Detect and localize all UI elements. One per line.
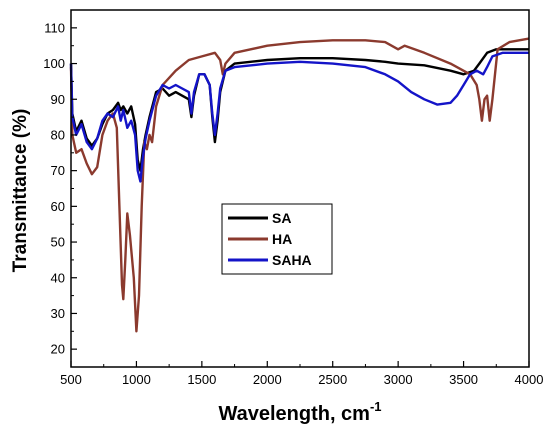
legend-label-ha: HA — [272, 231, 292, 247]
series-line-ha — [69, 37, 530, 333]
x-tick-label: 1000 — [122, 372, 151, 387]
y-axis: 20 30 40 50 60 70 80 90 100 110 — [43, 9, 77, 368]
series-lines — [69, 37, 530, 333]
x-tick-label: 2500 — [318, 372, 347, 387]
y-tick-label: 80 — [51, 127, 65, 142]
y-tick-label: 70 — [51, 163, 65, 178]
x-axis-title: Wavelength, cm-1 — [218, 399, 381, 425]
legend-label-saha: SAHA — [272, 252, 312, 268]
y-tick-label: 50 — [51, 235, 65, 250]
x-tick-label: 3000 — [384, 372, 413, 387]
y-tick-label: 90 — [51, 92, 65, 107]
y-tick-label: 110 — [44, 20, 65, 35]
y-axis-title: Transmittance (%) — [10, 109, 31, 273]
x-tick-label: 2000 — [253, 372, 282, 387]
x-tick-label: 3500 — [449, 372, 478, 387]
plot-frame — [70, 9, 530, 368]
x-tick-label: 500 — [60, 372, 82, 387]
legend-label-sa: SA — [272, 210, 291, 226]
y-tick-label: 40 — [51, 270, 65, 285]
x-tick-label: 4000 — [515, 372, 544, 387]
y-tick-label: 100 — [43, 56, 65, 71]
x-axis-title-superscript: -1 — [370, 399, 382, 414]
series-line-saha — [69, 51, 529, 183]
x-axis-title-text: Wavelength, cm — [218, 403, 370, 425]
series-line-sa — [69, 48, 529, 172]
y-tick-label: 60 — [51, 199, 65, 214]
y-tick-label: 20 — [51, 342, 65, 357]
x-tick-label: 1500 — [187, 372, 216, 387]
x-axis: 500 1000 1500 2000 2500 3000 3500 4000 — [60, 361, 543, 387]
y-tick-label: 30 — [51, 306, 65, 321]
